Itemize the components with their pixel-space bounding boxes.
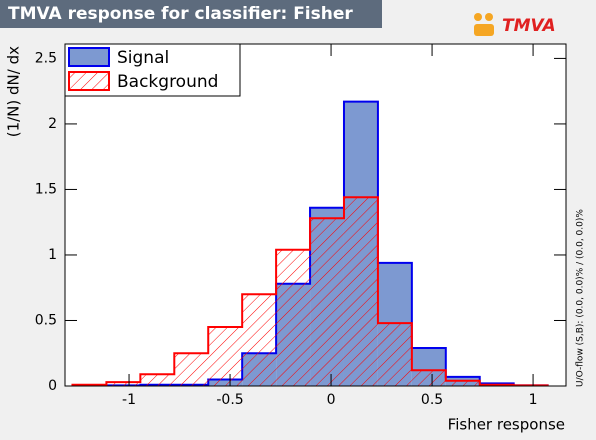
title-box (0, 0, 382, 28)
x-tick-label: 0 (327, 392, 336, 408)
x-axis-label: Fisher response (448, 416, 565, 434)
histogram-bin (242, 294, 277, 386)
y-axis-label: (1/N) dN/ dx (5, 46, 23, 137)
histogram-bin (140, 374, 175, 386)
plot (71, 100, 549, 387)
y-tick-label: 0 (48, 378, 57, 394)
histogram-bin (106, 382, 141, 386)
histogram-bin (276, 249, 311, 386)
histogram-bin (411, 370, 446, 386)
plot-frame (64, 43, 567, 387)
legend-label: Background (117, 72, 218, 92)
x-tick-label: -1 (122, 392, 136, 408)
overflow-note: U/O-flow (S,B): (0.0, 0.0)% / (0.0, 0.0)… (576, 209, 586, 387)
logo-text: TMVA (502, 16, 556, 36)
histogram-bin (310, 218, 344, 386)
y-tick-label: 0.5 (35, 312, 57, 328)
histogram-bin (445, 380, 480, 386)
y-tick-label: 2.5 (35, 50, 57, 66)
histogram-bin (208, 327, 243, 386)
x-tick-label: 1 (529, 392, 538, 408)
y-tick-label: 1 (48, 247, 57, 263)
chart-title: TMVA response for classifier: Fisher (8, 4, 353, 24)
legend-label: Signal (117, 48, 169, 68)
legend-swatch (68, 71, 110, 91)
y-tick-label: 1.5 (35, 181, 57, 197)
legend-swatch (68, 47, 110, 67)
histogram-bin (377, 323, 412, 386)
histogram-outline (71, 196, 549, 387)
logo: TMVA (474, 13, 556, 36)
y-tick-label: 2 (48, 116, 57, 132)
x-tick-label: 0.5 (421, 392, 443, 408)
histogram-bin (343, 197, 378, 386)
histogram-bin (174, 353, 209, 386)
x-tick-label: -0.5 (216, 392, 243, 408)
